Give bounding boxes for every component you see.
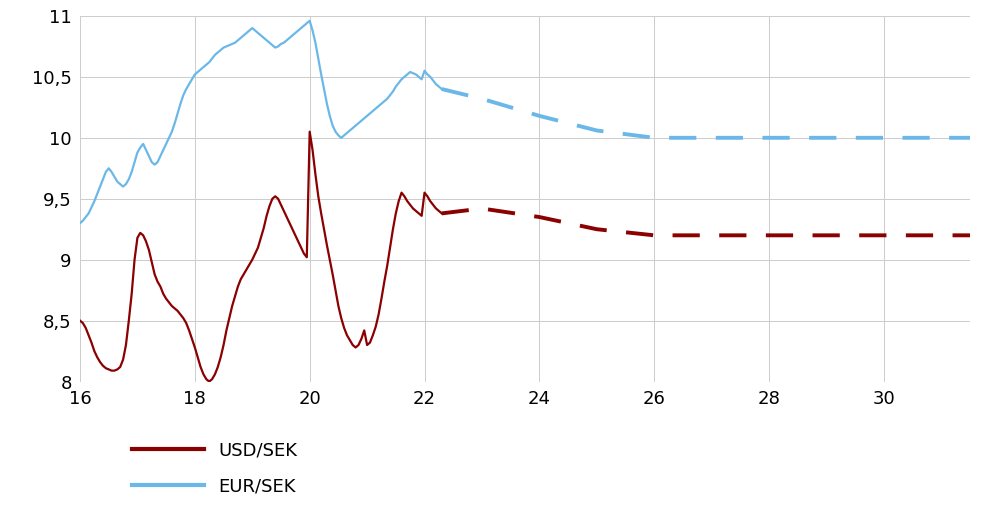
Legend: USD/SEK, EUR/SEK: USD/SEK, EUR/SEK <box>125 435 305 503</box>
